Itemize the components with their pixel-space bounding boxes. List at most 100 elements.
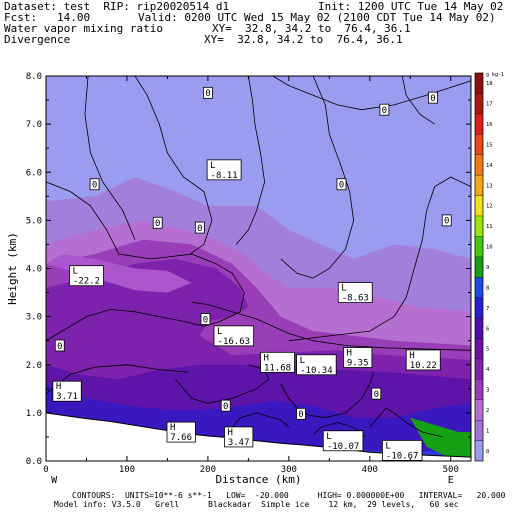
- divergence-contour-9: [191, 301, 471, 351]
- svg-text:0: 0: [444, 217, 449, 227]
- colorbar-label: 13: [486, 183, 493, 189]
- colorbar-swatch-2: [474, 399, 484, 421]
- contour-label-6: 0: [152, 216, 163, 229]
- svg-text:L: L: [210, 161, 215, 171]
- footer-model-info: Model info: V3.5.0 Grell Blackadar Simpl…: [54, 500, 459, 509]
- svg-text:H: H: [56, 382, 61, 392]
- svg-text:0: 0: [374, 390, 379, 400]
- x-tick-label: 200: [200, 465, 216, 475]
- svg-text:-16.63: -16.63: [218, 337, 251, 347]
- divergence-contour-14: [231, 412, 290, 428]
- colorbar-swatch-7: [474, 297, 484, 319]
- contour-labels: 0 0 0 0 0 0 0 0 0 0 0 0 0: [54, 86, 452, 420]
- contour-label-4: 0: [89, 178, 100, 191]
- x-tick-label: 400: [362, 465, 378, 475]
- contour-label-10: 0: [54, 339, 65, 352]
- colorbar-swatch-1: [474, 420, 484, 441]
- svg-text:0: 0: [197, 224, 202, 234]
- colorbar-label: 8: [486, 285, 489, 291]
- colorbar-label: 16: [486, 122, 493, 128]
- svg-text:0: 0: [203, 315, 208, 325]
- colorbar-label: 7: [486, 306, 489, 312]
- colorbar-label: 0: [486, 449, 489, 455]
- svg-text:11.68: 11.68: [264, 363, 291, 373]
- footer-contours: CONTOURS: UNITS=10**-6 s**-1 LOW= -20.00…: [72, 491, 506, 500]
- y-axis-label: Height (km): [6, 232, 19, 305]
- extremum-l-12: L-10.07: [322, 430, 364, 452]
- svg-text:L: L: [385, 441, 390, 451]
- contour-label-8: 0: [441, 214, 452, 227]
- divergence-contour-5: [235, 76, 266, 245]
- colorbar-label: 2: [486, 408, 489, 414]
- moisture-shading: [46, 119, 471, 461]
- svg-text:L: L: [72, 267, 77, 277]
- colorbar-swatch-10: [474, 236, 484, 257]
- colorbar-label: 11: [486, 224, 493, 230]
- moisture-band-green: [410, 417, 471, 459]
- svg-text:10.22: 10.22: [410, 361, 437, 371]
- field-name-2: Divergence: [4, 33, 71, 46]
- colorbar-label: 17: [486, 102, 493, 108]
- svg-text:0: 0: [430, 94, 435, 104]
- y-tick-label: 8.0: [26, 72, 42, 82]
- y-tick-label: 4.0: [26, 265, 42, 275]
- colorbar-swatch-16: [474, 113, 484, 135]
- colorbar-swatch-6: [474, 317, 484, 339]
- colorbar-label: 12: [486, 204, 493, 210]
- colorbar-label: 1: [486, 428, 489, 434]
- contour-label-3: 0: [379, 103, 390, 116]
- svg-text:-8.11: -8.11: [211, 171, 238, 181]
- divergence-contour-7: [288, 176, 471, 342]
- svg-text:H: H: [227, 428, 232, 438]
- colorbar-swatch-13: [474, 174, 484, 196]
- svg-text:0: 0: [339, 181, 344, 191]
- contour-label-2: 0: [428, 91, 438, 104]
- colorbar-label: 3: [486, 388, 489, 394]
- divergence-contour-13: [369, 407, 443, 438]
- y-tick-label: 0.0: [26, 457, 42, 467]
- extremum-h-8: H10.22: [405, 349, 441, 371]
- x-tick-label: 100: [119, 465, 135, 475]
- divergence-contour-12: [280, 371, 375, 419]
- svg-text:3.71: 3.71: [56, 392, 78, 402]
- contour-label-5: 0: [336, 178, 347, 191]
- divergence-contour-3: [272, 76, 471, 111]
- extremum-l-3: L-8.63: [337, 282, 373, 304]
- contour-label-9: 0: [200, 313, 211, 325]
- svg-text:L: L: [300, 356, 305, 366]
- y-tick-label: 7.0: [26, 120, 42, 130]
- svg-text:-10.67: -10.67: [386, 451, 419, 461]
- svg-text:0: 0: [92, 181, 97, 191]
- extremum-l-2: L-22.2: [69, 265, 104, 287]
- extremum-l-13: L-10.67: [381, 440, 423, 461]
- contour-label-1: 0: [203, 86, 213, 99]
- divergence-contour-8: [46, 181, 245, 342]
- colorbar-label: 14: [486, 163, 493, 169]
- colorbar-swatch-8: [474, 277, 484, 298]
- divergence-contour-4: [280, 76, 355, 279]
- svg-text:0: 0: [298, 410, 303, 420]
- colorbar-swatch-9: [474, 256, 484, 278]
- svg-text:-22.2: -22.2: [73, 277, 100, 287]
- colorbar-swatch-18: [474, 72, 484, 94]
- colorbar-swatch-4: [474, 358, 484, 380]
- terrain-mask: [46, 412, 471, 461]
- svg-text:9.35: 9.35: [347, 359, 369, 369]
- extremum-l-4: L-16.63: [213, 325, 255, 347]
- svg-text:0: 0: [223, 402, 228, 412]
- svg-text:H: H: [170, 423, 175, 433]
- colorbar-label: 18: [486, 81, 493, 87]
- y-tick-label: 5.0: [26, 216, 42, 226]
- x-axis-label: Distance (km): [215, 473, 301, 486]
- svg-text:H: H: [264, 353, 269, 363]
- x-tick-label: 300: [281, 465, 297, 475]
- contour-label-7: 0: [194, 221, 205, 234]
- svg-text:3.47: 3.47: [228, 438, 250, 448]
- axes: 0.0 1.0 2.0 3.0 4.0 5.0 6.0 7.0 8.0 0 100 200 300 400…: [6, 72, 471, 486]
- cross-section-xy-2: XY= 32.8, 34.2 to 76.4, 36.1: [204, 33, 403, 46]
- colorbar-label: 6: [486, 326, 489, 332]
- y-tick-label: 3.0: [26, 313, 42, 323]
- y-tick-label: 1.0: [26, 409, 42, 419]
- svg-text:L: L: [326, 432, 331, 442]
